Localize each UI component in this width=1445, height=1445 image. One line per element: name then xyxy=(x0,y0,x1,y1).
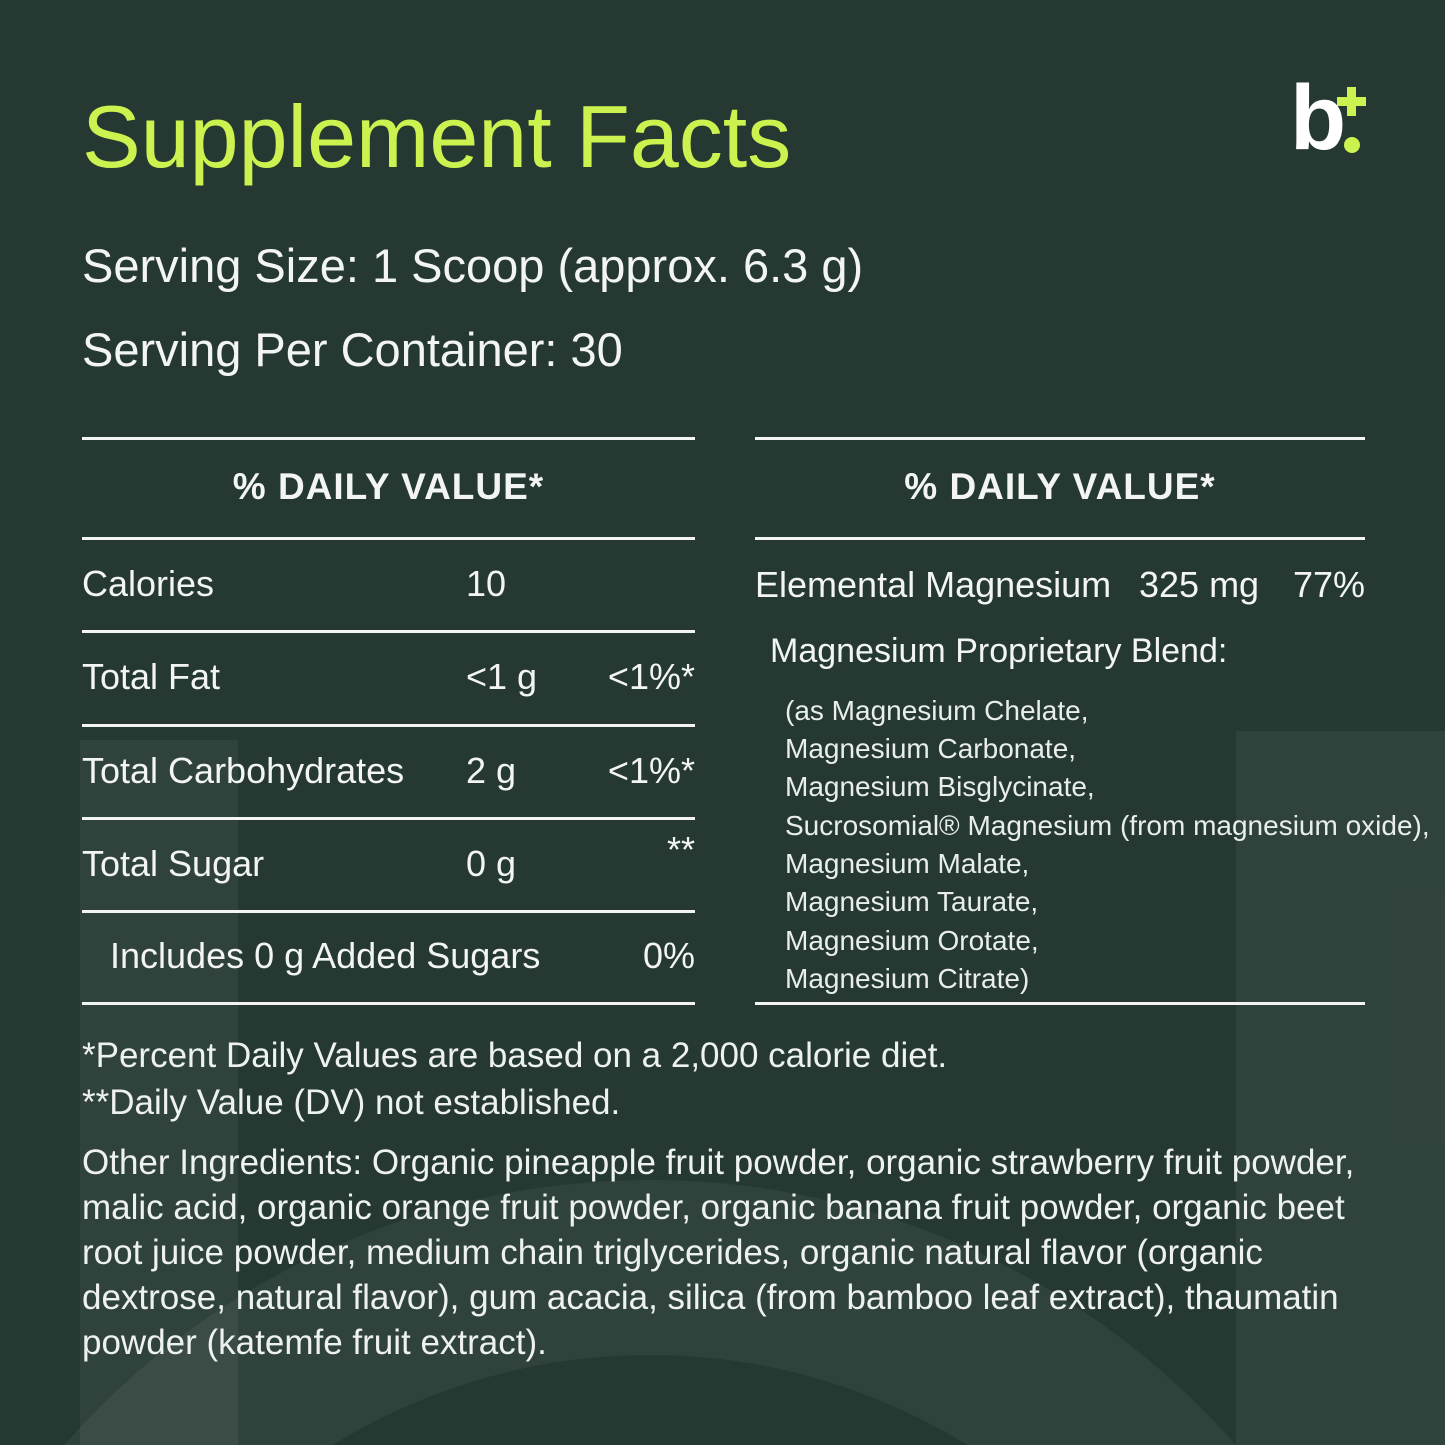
rule xyxy=(82,910,695,913)
rule xyxy=(755,537,1365,540)
blend-title: Magnesium Proprietary Blend: xyxy=(770,632,1228,670)
row-amount: <1 g xyxy=(466,656,538,697)
serving-per-container-text: Serving Per Container: 30 xyxy=(82,323,623,376)
rule xyxy=(755,1002,1365,1005)
right-table-header: % DAILY VALUE* xyxy=(904,466,1216,507)
page-title: Supplement Facts xyxy=(82,87,792,186)
nutrition-table-left: % DAILY VALUE* Calories 10 Total Fat <1 … xyxy=(82,437,695,1005)
blend-item: Sucrosomial® Magnesium (from magnesium o… xyxy=(785,810,1430,841)
blend-item: Magnesium Orotate, xyxy=(785,925,1039,956)
row-amount: 2 g xyxy=(466,749,517,791)
row-daily-value: 77% xyxy=(1292,564,1365,605)
serving-size-text: Serving Size: 1 Scoop (approx. 6.3 g) xyxy=(82,239,864,292)
other-ingredients-paragraph: Other Ingredients: Organic pineapple fru… xyxy=(82,1143,1355,1362)
row-daily-value: <1%* xyxy=(607,749,695,791)
blend-item: Magnesium Taurate, xyxy=(785,886,1039,917)
table-row: Total Carbohydrates 2 g <1%* xyxy=(82,724,695,817)
row-amount: 10 xyxy=(466,562,507,604)
nutrition-table-right: % DAILY VALUE* Elemental Magnesium 325 m… xyxy=(755,437,1430,1005)
footnote-dv-not-established: **Daily Value (DV) not established. xyxy=(82,1083,621,1122)
row-daily-value: 0% xyxy=(642,935,695,976)
row-amount: 0 g xyxy=(466,842,517,884)
brand-logo: b xyxy=(1290,72,1400,190)
row-name: Total Sugar xyxy=(82,842,265,884)
blend-item: Magnesium Malate, xyxy=(785,848,1030,879)
table-row: Includes 0 g Added Sugars 0% xyxy=(82,910,695,1002)
rule xyxy=(82,537,695,540)
blend-item: Magnesium Bisglycinate, xyxy=(785,771,1095,802)
row-daily-value: <1%* xyxy=(607,656,695,697)
table-row: Total Sugar 0 g ** xyxy=(82,817,695,910)
rule xyxy=(82,724,695,727)
row-daily-value: ** xyxy=(666,829,695,871)
row-name: Total Carbohydrates xyxy=(82,749,405,791)
left-table-header: % DAILY VALUE* xyxy=(232,466,545,507)
logo-plus-icon xyxy=(1337,87,1366,116)
rule xyxy=(755,437,1365,440)
rule xyxy=(82,1002,695,1005)
logo-letter-b: b xyxy=(1290,67,1347,169)
blend-item: (as Magnesium Chelate, xyxy=(785,695,1089,726)
blend-item: Magnesium Carbonate, xyxy=(785,733,1077,764)
blend-item: Magnesium Citrate) xyxy=(785,963,1030,994)
table-row: Total Fat <1 g <1%* xyxy=(82,630,695,724)
rule xyxy=(82,437,695,440)
row-name: Calories xyxy=(82,562,215,604)
row-amount: 325 mg xyxy=(1139,564,1260,605)
footnote-percent-daily-value: *Percent Daily Values are based on a 2,0… xyxy=(82,1036,948,1075)
table-row: Elemental Magnesium 325 mg 77% xyxy=(755,537,1365,633)
row-name: Includes 0 g Added Sugars xyxy=(110,935,541,976)
rule xyxy=(82,630,695,633)
rule xyxy=(82,817,695,820)
logo-dot-icon xyxy=(1344,137,1360,153)
table-row: Calories 10 xyxy=(82,537,695,630)
row-name: Elemental Magnesium xyxy=(755,564,1112,605)
row-name: Total Fat xyxy=(82,656,221,697)
